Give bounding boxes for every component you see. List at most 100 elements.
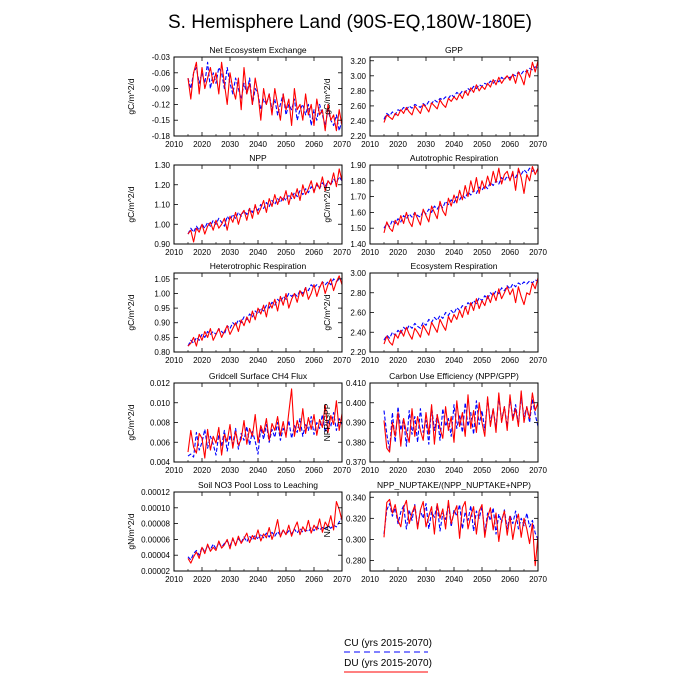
- series-line-cu: [383, 167, 538, 229]
- chart-gridcell-surface-ch4-flux: Gridcell Surface CH4 Flux gC/m^2/d 2010 202…: [126, 371, 351, 475]
- y-tick-label: 3.20: [350, 57, 366, 66]
- series-line-cu: [383, 279, 538, 341]
- y-tick-label: 2.60: [350, 309, 366, 318]
- y-tick-label: 0.380: [346, 438, 367, 447]
- series-group: [383, 498, 538, 567]
- chart-npp: NPP gC/m^2/d 2010 2020 2030 2040 2050 2060 2070 1…: [126, 153, 351, 257]
- x-tick-label: 2040: [249, 356, 267, 365]
- chart-ecosystem-respiration: Ecosystem Respiration gC/m^2/d 2010 2020 203…: [322, 261, 547, 365]
- y-tick-label: 0.90: [154, 319, 170, 328]
- y-tick-label: 2.40: [350, 117, 366, 126]
- chart-title: GPP: [445, 45, 463, 55]
- x-tick-label: 2050: [473, 248, 491, 257]
- plot-frame: [369, 164, 539, 245]
- figure-title: S. Hemisphere Land (90S-EQ,180W-180E): [168, 12, 532, 33]
- x-tick-label: 2010: [165, 575, 183, 584]
- y-tick-label: -0.06: [152, 69, 171, 78]
- y-axis-label: gC/m^2/d: [126, 404, 136, 440]
- x-tick-label: 2010: [165, 356, 183, 365]
- chart-npp-nuptake-npp-nuptake-npp: NPP_NUPTAKE/(NPP_NUPTAKE+NPP) NA 2010 2020 2…: [322, 480, 547, 584]
- series-group: [187, 500, 342, 564]
- x-tick-label: 2020: [389, 466, 407, 475]
- y-tick-label: 1.00: [154, 220, 170, 229]
- x-tick-label: 2050: [277, 356, 295, 365]
- x-tick-label: 2060: [501, 140, 519, 149]
- chart-gpp: GPP gC/m^2/d 2010 2020 2030 2040 2050 2060 2070 3…: [322, 45, 547, 149]
- series-line-du: [187, 61, 342, 132]
- y-axis-label: gC/m^2/d: [322, 294, 332, 330]
- x-tick-label: 2050: [277, 466, 295, 475]
- y-tick-label: 0.004: [150, 458, 171, 467]
- x-tick-label: 2030: [417, 140, 435, 149]
- legend-label-cu: CU (yrs 2015-2070): [344, 638, 432, 649]
- y-axis-label: gC/m^2/d: [126, 78, 136, 114]
- y-tick-label: 0.00002: [141, 567, 170, 576]
- y-tick-label: 0.00004: [141, 551, 170, 560]
- y-tick-label: 0.00012: [141, 488, 170, 497]
- x-tick-label: 2060: [305, 466, 323, 475]
- x-tick-label: 2050: [277, 575, 295, 584]
- x-tick-label: 2040: [445, 356, 463, 365]
- y-tick-label: 0.006: [150, 438, 171, 447]
- y-tick-label: 0.00010: [141, 504, 170, 513]
- x-tick-label: 2020: [389, 575, 407, 584]
- x-tick-label: 2020: [389, 356, 407, 365]
- y-tick-label: 0.320: [346, 514, 367, 523]
- chart-carbon-use-efficiency-npp-gpp: Carbon Use Efficiency (NPP/GPP) NPP/GPP 20…: [322, 371, 547, 475]
- y-tick-label: -0.09: [152, 85, 171, 94]
- y-tick-label: 1.60: [350, 208, 366, 217]
- x-tick-label: 2010: [165, 140, 183, 149]
- y-tick-label: 2.80: [350, 289, 366, 298]
- chart-title: Carbon Use Efficiency (NPP/GPP): [389, 371, 519, 381]
- chart-title: Heterotrophic Respiration: [210, 261, 307, 271]
- x-tick-label: 2020: [389, 140, 407, 149]
- y-axis-label: gC/m^2/d: [126, 294, 136, 330]
- chart-autotrophic-respiration: Autotrophic Respiration gC/m^2/d 2010 2020 2…: [322, 153, 547, 257]
- x-tick-label: 2050: [473, 466, 491, 475]
- series-line-du: [187, 500, 342, 564]
- x-tick-label: 2060: [501, 248, 519, 257]
- y-tick-label: 0.010: [150, 399, 171, 408]
- series-line-du: [383, 166, 538, 234]
- series-line-du: [383, 277, 538, 346]
- y-tick-label: -0.18: [152, 132, 171, 141]
- x-tick-label: 2010: [165, 466, 183, 475]
- x-tick-label: 2070: [529, 466, 547, 475]
- y-tick-label: 0.400: [346, 399, 367, 408]
- y-axis-label: gC/m^2/d: [322, 186, 332, 222]
- series-group: [187, 275, 342, 347]
- y-tick-label: 0.300: [346, 535, 367, 544]
- x-tick-label: 2050: [277, 140, 295, 149]
- chart-net-ecosystem-exchange: Net Ecosystem Exchange gC/m^2/d 2010 2020 20…: [126, 45, 351, 149]
- x-tick-label: 2010: [361, 248, 379, 257]
- series-group: [383, 277, 538, 346]
- x-tick-label: 2010: [165, 248, 183, 257]
- chart-title: NPP: [249, 153, 267, 163]
- series-line-cu: [187, 61, 342, 132]
- y-tick-label: -0.12: [152, 100, 171, 109]
- series-group: [383, 60, 538, 123]
- chart-soil-no3-pool-loss-to-leaching: Soil NO3 Pool Loss to Leaching gN/m^2/d 20…: [126, 480, 351, 584]
- series-line-du: [383, 498, 538, 567]
- y-tick-label: 1.70: [350, 193, 366, 202]
- plot-frame: [369, 491, 539, 572]
- y-tick-label: 0.90: [154, 240, 170, 249]
- series-line-cu: [187, 278, 342, 347]
- x-tick-label: 2020: [193, 140, 211, 149]
- plot-frame: [369, 382, 539, 463]
- chart-title: Soil NO3 Pool Loss to Leaching: [198, 480, 318, 490]
- y-tick-label: 0.370: [346, 458, 367, 467]
- chart-title: Gridcell Surface CH4 Flux: [209, 371, 308, 381]
- series-group: [383, 390, 538, 453]
- x-tick-label: 2010: [361, 575, 379, 584]
- y-axis-label: gC/m^2/d: [322, 78, 332, 114]
- x-tick-label: 2030: [221, 575, 239, 584]
- y-tick-label: 1.40: [350, 240, 366, 249]
- x-tick-label: 2020: [193, 248, 211, 257]
- y-tick-label: 0.410: [346, 379, 367, 388]
- chart-title: Net Ecosystem Exchange: [209, 45, 307, 55]
- y-tick-label: 1.50: [350, 224, 366, 233]
- x-tick-label: 2010: [361, 466, 379, 475]
- x-tick-label: 2070: [333, 248, 351, 257]
